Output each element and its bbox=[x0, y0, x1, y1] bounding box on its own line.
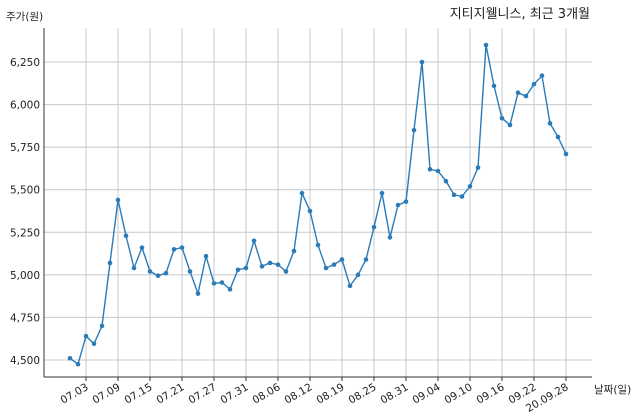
price-point bbox=[235, 267, 241, 273]
price-point bbox=[427, 167, 433, 172]
y-tick-label: 6,000 bbox=[10, 100, 40, 112]
price-point bbox=[115, 197, 121, 203]
price-point bbox=[227, 287, 233, 292]
price-point bbox=[475, 165, 481, 170]
price-point bbox=[99, 323, 105, 329]
x-tick-label: 07.31 bbox=[218, 381, 250, 406]
y-tick-label: 4,500 bbox=[10, 355, 40, 367]
price-point bbox=[459, 194, 465, 199]
price-point bbox=[107, 260, 113, 266]
x-tick-label: 07.09 bbox=[90, 381, 122, 406]
x-axis-label: 날짜(일) bbox=[594, 383, 631, 396]
price-point bbox=[539, 73, 545, 78]
price-point bbox=[283, 269, 289, 274]
price-point bbox=[75, 361, 81, 367]
price-point bbox=[259, 264, 265, 269]
x-tick-label: 07.27 bbox=[186, 381, 218, 406]
price-point bbox=[315, 242, 321, 248]
price-point bbox=[83, 333, 89, 339]
price-point bbox=[251, 238, 257, 244]
price-point bbox=[467, 184, 473, 189]
price-point bbox=[523, 93, 529, 99]
price-point bbox=[307, 208, 313, 214]
price-point bbox=[123, 233, 129, 238]
price-point bbox=[355, 272, 361, 278]
price-point bbox=[219, 280, 225, 285]
price-point bbox=[339, 257, 345, 262]
x-tick-label: 08.12 bbox=[282, 381, 314, 406]
price-point bbox=[331, 262, 337, 267]
price-point bbox=[291, 248, 297, 254]
price-point bbox=[387, 235, 393, 240]
price-point bbox=[211, 281, 217, 286]
price-point bbox=[363, 257, 369, 262]
price-point bbox=[323, 265, 329, 271]
y-tick-label: 6,250 bbox=[10, 57, 40, 69]
price-point bbox=[403, 199, 409, 204]
chart-title: 지티지웰니스, 최근 3개월 bbox=[450, 7, 590, 22]
price-point bbox=[139, 245, 145, 250]
x-tick-label: 08.25 bbox=[346, 381, 378, 406]
y-tick-label: 5,000 bbox=[10, 270, 40, 282]
price-point bbox=[243, 265, 249, 271]
price-point bbox=[147, 269, 153, 274]
price-point bbox=[163, 270, 169, 276]
x-tick-label: 09.16 bbox=[474, 381, 506, 407]
price-point bbox=[347, 283, 353, 289]
price-point bbox=[507, 122, 513, 128]
x-tick-label: 07.15 bbox=[122, 381, 154, 406]
price-point bbox=[187, 269, 193, 274]
price-line bbox=[69, 44, 567, 366]
y-tick-label: 5,500 bbox=[10, 185, 40, 197]
price-point bbox=[531, 81, 537, 87]
price-point bbox=[67, 355, 73, 361]
x-tick-label: 09.10 bbox=[442, 381, 474, 406]
price-point bbox=[395, 202, 401, 208]
x-tick-label: 08.31 bbox=[378, 381, 410, 406]
price-point bbox=[203, 253, 209, 259]
y-tick-label: 5,750 bbox=[10, 142, 40, 154]
price-point bbox=[555, 134, 561, 140]
x-tick-label: 09.04 bbox=[410, 381, 442, 407]
y-tick-label: 4,750 bbox=[10, 312, 40, 324]
price-point bbox=[91, 341, 97, 347]
price-point bbox=[155, 273, 161, 279]
price-point bbox=[411, 127, 417, 133]
price-point bbox=[379, 190, 385, 196]
x-tick-label: 08.06 bbox=[250, 381, 282, 407]
price-point bbox=[483, 42, 489, 48]
price-point bbox=[435, 168, 441, 174]
price-point bbox=[419, 59, 425, 65]
price-point bbox=[195, 291, 201, 296]
x-tick-label: 08.19 bbox=[314, 381, 346, 406]
price-point bbox=[491, 83, 497, 89]
price-point bbox=[499, 115, 505, 121]
price-point bbox=[547, 121, 553, 126]
price-point bbox=[451, 192, 457, 198]
price-point bbox=[171, 247, 177, 252]
x-tick-label: 07.03 bbox=[58, 381, 90, 406]
price-point bbox=[131, 265, 137, 271]
price-point bbox=[267, 260, 273, 266]
price-point bbox=[443, 178, 449, 184]
price-point bbox=[299, 190, 305, 196]
price-point bbox=[563, 151, 569, 157]
x-tick-label: 07.21 bbox=[154, 381, 186, 406]
y-axis-label: 주가(원) bbox=[6, 11, 43, 23]
price-point bbox=[179, 245, 185, 250]
price-point bbox=[515, 90, 521, 95]
y-tick-label: 5,250 bbox=[10, 227, 40, 239]
price-point bbox=[371, 224, 377, 230]
price-point bbox=[275, 262, 281, 267]
